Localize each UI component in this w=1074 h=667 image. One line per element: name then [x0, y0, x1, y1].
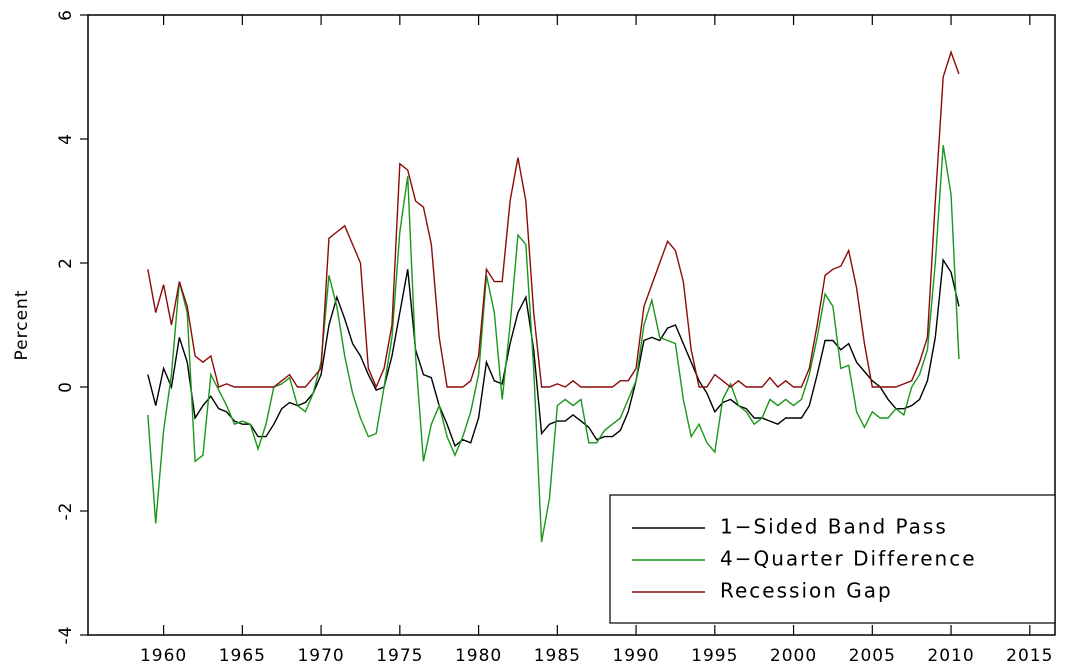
x-tick-label: 2010: [927, 646, 974, 666]
x-tick-label: 1980: [455, 646, 502, 666]
x-tick-label: 1960: [140, 646, 187, 666]
y-tick-label: 6: [56, 9, 76, 21]
y-tick-label: -4: [56, 626, 76, 645]
x-tick-label: 1990: [612, 646, 659, 666]
y-tick-label: 2: [56, 257, 76, 269]
y-tick-label: -2: [56, 502, 76, 521]
x-tick-label: 2015: [1006, 646, 1053, 666]
x-tick-label: 2005: [849, 646, 896, 666]
x-tick-label: 1985: [534, 646, 581, 666]
x-tick-label: 1975: [376, 646, 423, 666]
x-tick-label: 1995: [691, 646, 738, 666]
x-tick-label: 1965: [219, 646, 266, 666]
y-tick-label: 4: [56, 133, 76, 145]
legend-box: [609, 494, 1056, 624]
legend-label: 1−Sided Band Pass: [720, 515, 948, 539]
legend-label: Recession Gap: [720, 579, 893, 603]
y-tick-label: 0: [56, 381, 76, 393]
series-line: [147, 145, 960, 543]
y-axis-label: Percent: [12, 290, 32, 361]
x-tick-label: 1970: [297, 646, 344, 666]
legend-label: 4−Quarter Difference: [720, 547, 977, 571]
series-line: [147, 257, 960, 448]
x-tick-label: 2000: [770, 646, 817, 666]
series-line: [147, 50, 960, 389]
plot-frame: [87, 14, 1056, 636]
